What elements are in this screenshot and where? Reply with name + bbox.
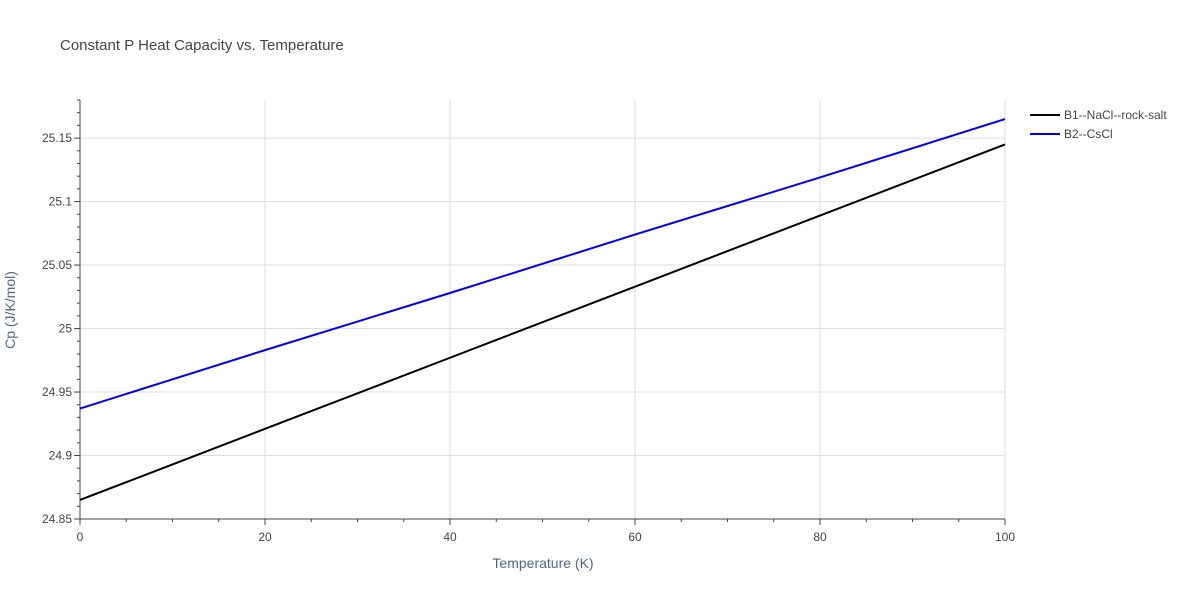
- series-layer: [79, 118, 1006, 501]
- x-tick-label: 0: [77, 530, 84, 544]
- x-tick-label: 60: [628, 530, 642, 544]
- x-tick-label: 80: [813, 530, 827, 544]
- x-axis-title: Temperature (K): [492, 555, 593, 571]
- y-tick-label: 25.1: [49, 195, 73, 209]
- series-line-2: [79, 118, 1006, 410]
- y-tick-label: 24.9: [49, 449, 73, 463]
- x-tick-label: 100: [995, 530, 1015, 544]
- legend-item-2[interactable]: B2--CsCl: [1030, 127, 1113, 141]
- y-tick-label: 25.05: [42, 258, 72, 272]
- chart-title: Constant P Heat Capacity vs. Temperature: [60, 37, 344, 54]
- legend-label: B2--CsCl: [1064, 127, 1113, 141]
- x-tick-label: 20: [258, 530, 272, 544]
- x-tick-label: 40: [443, 530, 457, 544]
- grid: [80, 100, 1006, 519]
- axes: 0 20 40 60 80 100 24.85 24.9 24.95 25 25.05 25.1 25.…: [42, 99, 1015, 544]
- y-tick-label: 25.15: [42, 131, 72, 145]
- series-line-1: [79, 143, 1006, 501]
- y-tick-label: 24.95: [42, 385, 72, 399]
- legend[interactable]: B1--NaCl--rock-salt B2--CsCl: [1030, 108, 1167, 141]
- y-tick-label: 25: [59, 322, 73, 336]
- legend-label: B1--NaCl--rock-salt: [1064, 108, 1167, 122]
- y-axis-title: Cp (J/K/mol): [2, 271, 18, 349]
- y-tick-label: 24.85: [42, 512, 72, 526]
- legend-item-1[interactable]: B1--NaCl--rock-salt: [1030, 108, 1167, 122]
